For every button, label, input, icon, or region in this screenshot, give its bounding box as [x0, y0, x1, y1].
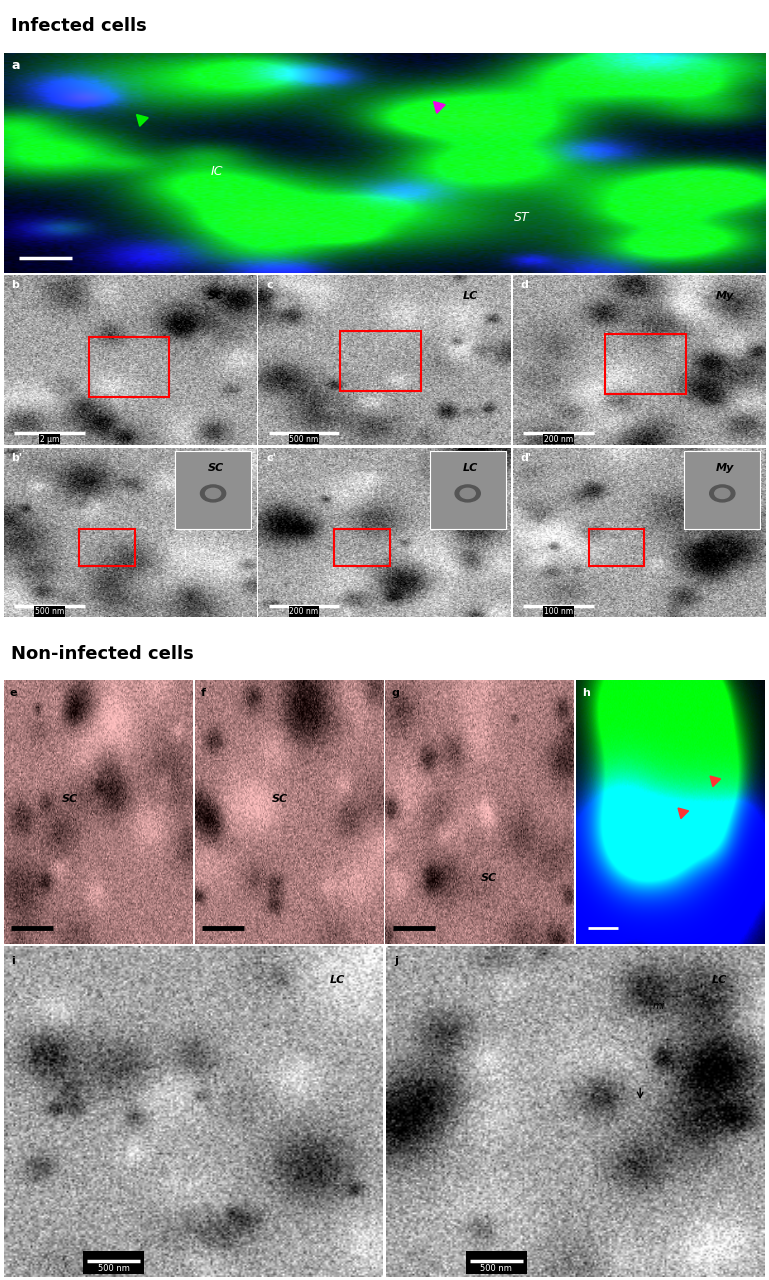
- Bar: [589, 529, 644, 567]
- Text: ST: ST: [514, 211, 529, 224]
- Text: Non-infected cells: Non-infected cells: [12, 645, 195, 663]
- Bar: [466, 1251, 527, 1274]
- Text: b: b: [12, 280, 19, 291]
- Text: h: h: [582, 687, 590, 698]
- Text: j: j: [394, 956, 398, 966]
- Text: 200 nm: 200 nm: [289, 607, 318, 616]
- Text: e: e: [9, 687, 17, 698]
- Text: 100 nm: 100 nm: [544, 607, 573, 616]
- Text: LC: LC: [463, 291, 478, 301]
- Circle shape: [460, 488, 475, 498]
- Text: i: i: [12, 956, 15, 966]
- Text: b': b': [12, 453, 22, 462]
- Text: mi: mi: [653, 1001, 665, 1011]
- Text: f: f: [200, 687, 205, 698]
- Bar: [341, 332, 421, 390]
- Text: IC: IC: [211, 165, 223, 178]
- Bar: [79, 529, 135, 567]
- Text: SC: SC: [208, 291, 224, 301]
- FancyBboxPatch shape: [175, 451, 251, 529]
- Text: d': d': [521, 453, 531, 462]
- Circle shape: [201, 485, 225, 502]
- Text: SC: SC: [481, 873, 498, 883]
- FancyBboxPatch shape: [684, 451, 760, 529]
- Text: Infected cells: Infected cells: [12, 18, 147, 36]
- Bar: [605, 334, 685, 394]
- Text: SC: SC: [208, 463, 224, 472]
- Text: d: d: [521, 280, 528, 291]
- Circle shape: [205, 488, 221, 498]
- Text: LC: LC: [712, 974, 727, 984]
- Text: 500 nm: 500 nm: [98, 1263, 130, 1272]
- Text: My: My: [716, 463, 734, 472]
- Text: c': c': [266, 453, 276, 462]
- Text: a: a: [12, 59, 20, 73]
- Text: SC: SC: [271, 794, 288, 804]
- Text: 2 µm: 2 µm: [39, 435, 59, 444]
- Text: 500 nm: 500 nm: [289, 435, 318, 444]
- Bar: [334, 529, 390, 567]
- Circle shape: [710, 485, 735, 502]
- Text: My: My: [716, 291, 734, 301]
- Text: SC: SC: [62, 794, 78, 804]
- Circle shape: [455, 485, 481, 502]
- Bar: [88, 338, 169, 397]
- Text: 500 nm: 500 nm: [35, 607, 64, 616]
- Text: g: g: [391, 687, 399, 698]
- Text: 500 nm: 500 nm: [481, 1263, 512, 1272]
- Text: LC: LC: [463, 463, 478, 472]
- Bar: [83, 1251, 144, 1274]
- Text: c: c: [266, 280, 273, 291]
- Text: 200 nm: 200 nm: [544, 435, 573, 444]
- Text: LC: LC: [330, 974, 345, 984]
- FancyBboxPatch shape: [430, 451, 505, 529]
- Circle shape: [714, 488, 730, 498]
